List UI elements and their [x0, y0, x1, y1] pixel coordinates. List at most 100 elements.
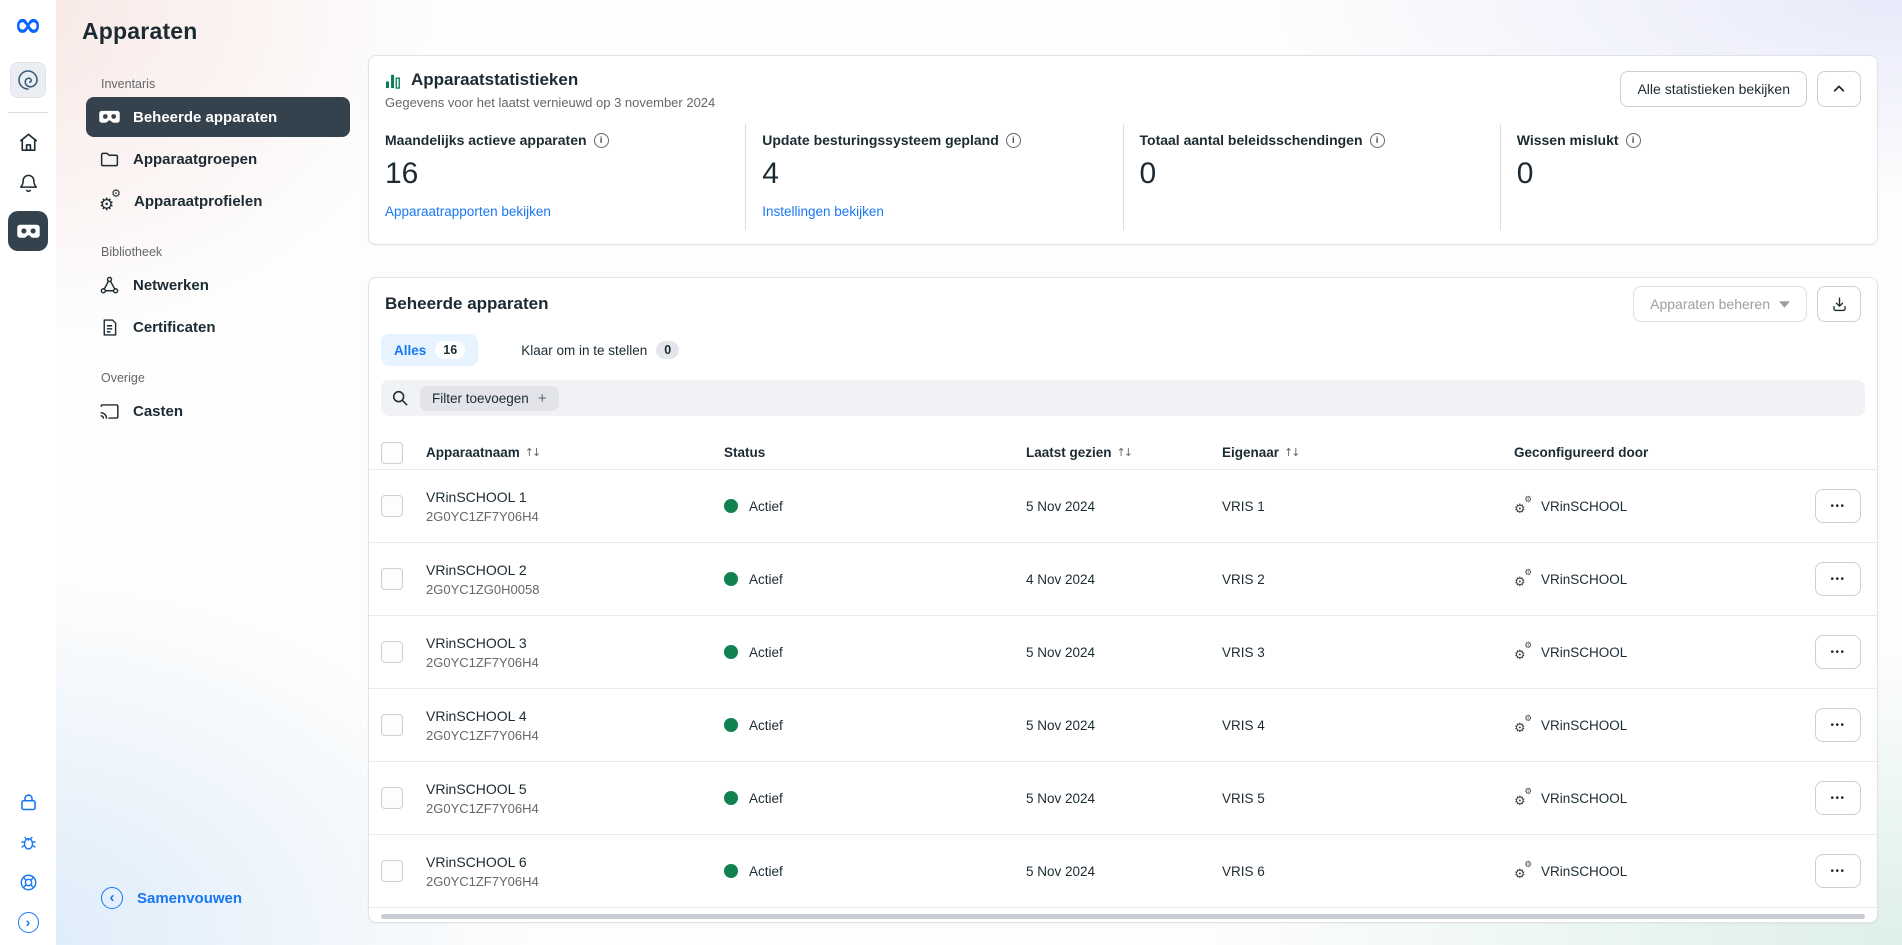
sidebar-item-label: Casten	[133, 402, 184, 420]
row-actions-button[interactable]: •••	[1815, 854, 1861, 888]
device-serial: 2G0YC1ZF7Y06H4	[426, 800, 539, 816]
configured-by: VRinSCHOOL	[1541, 717, 1628, 733]
device-name[interactable]: VRinSCHOOL 1	[426, 488, 527, 505]
folder-icon	[100, 152, 119, 166]
row-checkbox[interactable]	[381, 568, 403, 590]
device-name[interactable]: VRinSCHOOL 6	[426, 853, 527, 870]
sidebar-item-beheerde-apparaten[interactable]: Beheerde apparaten	[86, 97, 350, 137]
sidebar-item-label: Beheerde apparaten	[133, 108, 278, 126]
row-checkbox[interactable]	[381, 714, 403, 736]
row-checkbox[interactable]	[381, 641, 403, 663]
table-row[interactable]: VRinSCHOOL 4 2G0YC1ZF7Y06H4 Actief 5 Nov …	[369, 689, 1877, 762]
row-checkbox[interactable]	[381, 860, 403, 882]
search-icon	[392, 390, 408, 406]
device-name[interactable]: VRinSCHOOL 4	[426, 707, 527, 724]
owner: VRIS 1	[1222, 498, 1265, 514]
info-icon[interactable]: i	[1005, 132, 1021, 148]
sidebar-item-label: Netwerken	[133, 276, 209, 294]
chevron-up-icon	[1833, 85, 1845, 92]
row-actions-button[interactable]: •••	[1815, 635, 1861, 669]
home-icon[interactable]	[17, 131, 40, 154]
status-active-dot	[724, 791, 738, 805]
device-serial: 2G0YC1ZF7Y06H4	[426, 508, 539, 524]
horizontal-scrollbar[interactable]	[381, 914, 1865, 919]
lock-icon[interactable]	[18, 792, 39, 813]
info-icon[interactable]: i	[1369, 132, 1385, 148]
view-device-reports-link[interactable]: Apparaatrapporten bekijken	[385, 204, 551, 219]
tab-alles[interactable]: Alles 16	[381, 334, 479, 366]
sidebar-item-label: Certificaten	[133, 318, 216, 336]
sort-icon: ↑↓	[524, 446, 542, 459]
owner: VRIS 3	[1222, 644, 1265, 660]
sidebar-item-casten[interactable]: Casten	[86, 391, 350, 431]
ellipsis-icon: •••	[1830, 573, 1846, 585]
devices-rail-button[interactable]	[8, 211, 48, 251]
tab-klaar-om-in-te-stellen[interactable]: Klaar om in te stellen 0	[508, 334, 692, 366]
table-row[interactable]: VRinSCHOOL 5 2G0YC1ZF7Y06H4 Actief 5 Nov …	[369, 762, 1877, 835]
info-icon[interactable]: i	[1625, 132, 1641, 148]
device-name[interactable]: VRinSCHOOL 3	[426, 634, 527, 651]
view-all-statistics-button[interactable]: Alle statistieken bekijken	[1620, 71, 1807, 107]
ellipsis-icon: •••	[1830, 865, 1846, 877]
stat-total-policy-violations: Totaal aantal beleidsschendingen i 0	[1122, 124, 1500, 230]
sidebar-item-netwerken[interactable]: Netwerken	[86, 265, 350, 305]
download-button[interactable]	[1817, 286, 1861, 322]
stat-label: Totaal aantal beleidsschendingen	[1139, 132, 1363, 148]
expand-rail-chevron-icon[interactable]: ›	[17, 912, 39, 933]
row-checkbox[interactable]	[381, 495, 403, 517]
stats-card-title: Apparaatstatistieken	[411, 70, 579, 89]
configured-by: VRinSCHOOL	[1541, 498, 1628, 514]
add-filter-chip[interactable]: Filter toevoegen +	[420, 385, 559, 411]
stat-value: 0	[1516, 157, 1534, 190]
stat-monthly-active-devices: Maandelijks actieve apparaten i 16 Appara…	[369, 124, 745, 230]
status-label: Actief	[749, 498, 783, 514]
last-seen: 5 Nov 2024	[1026, 644, 1096, 660]
stat-label: Wissen mislukt	[1516, 132, 1619, 148]
table-row[interactable]: VRinSCHOOL 6 2G0YC1ZF7Y06H4 Actief 5 Nov …	[369, 835, 1877, 908]
devices-card-title: Beheerde apparaten	[385, 294, 549, 313]
sidebar-item-apparaatprofielen[interactable]: ⚙ ⚙ Apparaatprofielen	[86, 181, 350, 221]
view-settings-link[interactable]: Instellingen bekijken	[762, 204, 884, 219]
column-header-apparaatnaam[interactable]: Apparaatnaam ↑↓	[426, 445, 542, 460]
device-name[interactable]: VRinSCHOOL 5	[426, 780, 527, 797]
sidebar-item-certificaten[interactable]: Certificaten	[86, 307, 350, 347]
page-title: Apparaten	[82, 18, 198, 44]
vr-headset-icon	[16, 224, 40, 238]
status-label: Actief	[749, 644, 783, 660]
collapse-stats-button[interactable]	[1817, 71, 1861, 107]
notifications-bell-icon[interactable]	[17, 172, 40, 195]
select-all-checkbox[interactable]	[381, 441, 403, 464]
device-name[interactable]: VRinSCHOOL 2	[426, 561, 527, 578]
column-header-eigenaar[interactable]: Eigenaar ↑↓	[1222, 445, 1301, 460]
status-active-dot	[724, 864, 738, 878]
row-actions-button[interactable]: •••	[1815, 562, 1861, 596]
configured-by-gears-icon: ⚙ ⚙	[1514, 495, 1532, 517]
table-row[interactable]: VRinSCHOOL 1 2G0YC1ZF7Y06H4 Actief 5 Nov …	[369, 470, 1877, 543]
table-row[interactable]: VRinSCHOOL 2 2G0YC1ZG0H0058 Actief 4 Nov …	[369, 543, 1877, 616]
icon-rail: ∞ ›	[0, 0, 56, 945]
column-header-laatst-gezien[interactable]: Laatst gezien ↑↓	[1026, 445, 1133, 460]
last-seen: 5 Nov 2024	[1026, 863, 1096, 879]
collapse-sidebar-button[interactable]: ‹ Samenvouwen	[101, 887, 242, 909]
row-actions-button[interactable]: •••	[1815, 489, 1861, 523]
table-row[interactable]: VRinSCHOOL 3 2G0YC1ZF7Y06H4 Actief 5 Nov …	[369, 616, 1877, 689]
meta-logo-icon[interactable]: ∞	[13, 5, 43, 45]
chevron-left-circle-icon: ‹	[101, 887, 123, 909]
filter-search-bar[interactable]: Filter toevoegen +	[381, 380, 1865, 416]
sidebar-item-apparaatgroepen[interactable]: Apparaatgroepen	[86, 139, 350, 179]
sidebar: Apparaten Inventaris Beheerde apparaten …	[56, 0, 366, 945]
help-lifebuoy-icon[interactable]	[18, 872, 39, 893]
sidebar-item-label: Apparaatprofielen	[134, 192, 263, 210]
info-icon[interactable]: i	[593, 132, 609, 148]
row-actions-button[interactable]: •••	[1815, 781, 1861, 815]
stat-label: Maandelijks actieve apparaten	[385, 132, 587, 148]
section-label-overige: Overige	[101, 371, 145, 385]
row-checkbox[interactable]	[381, 787, 403, 809]
add-filter-label: Filter toevoegen	[432, 390, 529, 406]
owner: VRIS 2	[1222, 571, 1265, 587]
configured-by-gears-icon: ⚙ ⚙	[1514, 787, 1532, 809]
manage-devices-button[interactable]: Apparaten beheren	[1633, 286, 1807, 322]
row-actions-button[interactable]: •••	[1815, 708, 1861, 742]
bug-report-icon[interactable]	[18, 832, 39, 853]
app-swirl-button[interactable]	[10, 62, 46, 98]
